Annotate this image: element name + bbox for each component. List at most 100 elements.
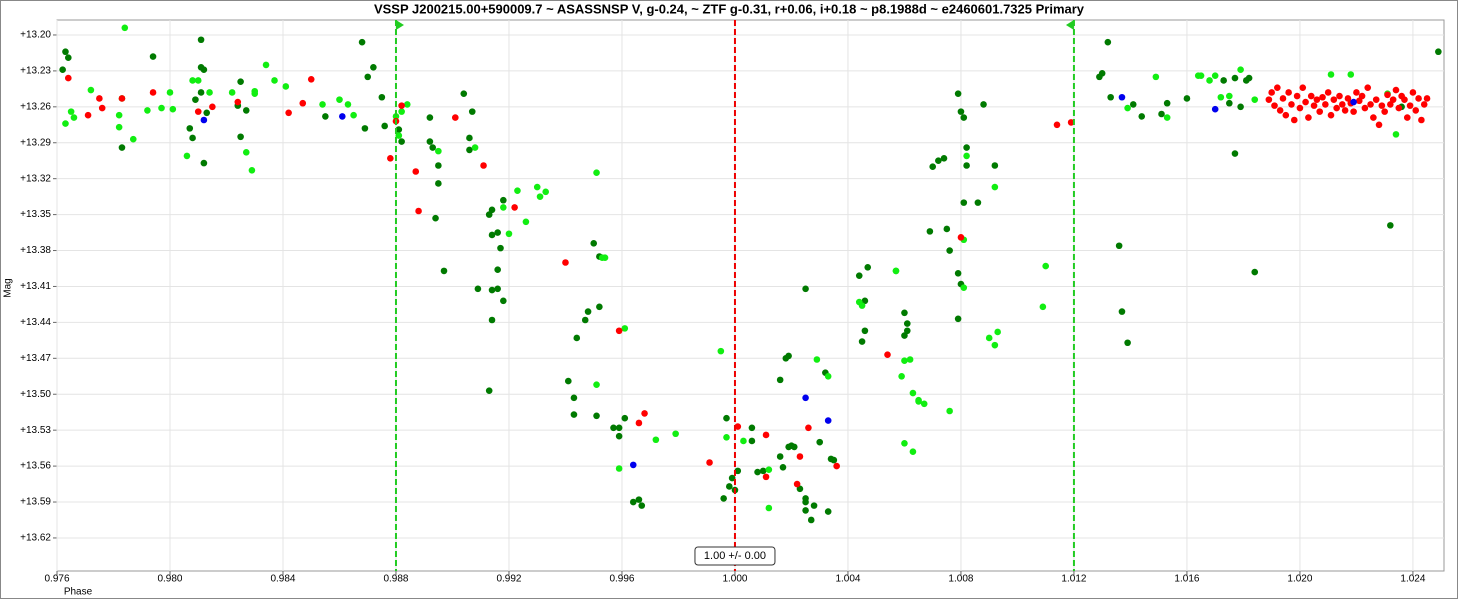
data-point bbox=[748, 437, 756, 445]
data-point bbox=[940, 155, 948, 162]
data-point bbox=[203, 109, 211, 117]
data-point bbox=[920, 400, 928, 408]
data-point bbox=[1124, 104, 1131, 112]
data-point bbox=[1406, 102, 1414, 109]
data-point bbox=[248, 166, 256, 174]
data-point bbox=[1302, 98, 1309, 106]
x-tick-label: 0.976 bbox=[44, 574, 69, 585]
data-point bbox=[339, 113, 346, 120]
data-point bbox=[403, 101, 411, 108]
data-point bbox=[514, 187, 521, 194]
data-point bbox=[322, 113, 329, 120]
data-point bbox=[974, 199, 982, 206]
data-point bbox=[1392, 86, 1400, 94]
data-point bbox=[754, 468, 761, 476]
data-point bbox=[474, 285, 482, 293]
data-point bbox=[954, 315, 962, 323]
data-point bbox=[1336, 92, 1343, 100]
data-point bbox=[1341, 107, 1349, 114]
data-point bbox=[1361, 104, 1369, 112]
data-point bbox=[415, 207, 422, 215]
x-tick-label: 1.008 bbox=[948, 574, 973, 585]
data-point bbox=[194, 108, 202, 115]
data-point bbox=[734, 423, 742, 430]
data-point bbox=[776, 376, 784, 384]
data-point bbox=[1245, 74, 1253, 82]
data-point bbox=[963, 162, 970, 169]
data-point bbox=[954, 269, 962, 277]
data-point bbox=[1274, 84, 1281, 91]
data-point bbox=[118, 95, 126, 102]
data-point bbox=[1305, 114, 1312, 121]
data-point bbox=[723, 414, 730, 422]
data-point bbox=[1392, 131, 1400, 138]
data-point bbox=[954, 90, 962, 97]
data-point bbox=[1115, 242, 1123, 250]
data-point bbox=[748, 424, 756, 432]
data-point bbox=[906, 356, 914, 363]
data-point bbox=[785, 352, 792, 360]
data-point bbox=[426, 138, 434, 145]
data-point bbox=[1330, 96, 1338, 103]
data-point bbox=[62, 120, 69, 127]
data-point bbox=[1098, 69, 1106, 77]
data-point bbox=[183, 152, 191, 160]
data-point bbox=[957, 108, 965, 115]
y-tick-label: +13.53 bbox=[20, 425, 51, 436]
y-tick-label: +13.20 bbox=[20, 30, 51, 41]
data-point bbox=[864, 263, 872, 271]
data-point bbox=[858, 302, 866, 309]
data-point bbox=[813, 356, 821, 363]
data-point bbox=[596, 303, 603, 311]
x-tick-label: 1.012 bbox=[1061, 574, 1086, 585]
data-point bbox=[144, 107, 151, 114]
chart-title: VSSP J200215.00+590009.7 ~ ASASSNSP V, g… bbox=[374, 1, 1085, 16]
data-point bbox=[830, 456, 838, 464]
data-point bbox=[500, 204, 507, 211]
y-tick-label: +13.47 bbox=[20, 353, 51, 364]
data-point bbox=[960, 114, 968, 121]
y-tick-label: +13.41 bbox=[20, 281, 51, 292]
data-point bbox=[350, 111, 357, 119]
data-point bbox=[901, 332, 908, 339]
data-point bbox=[1372, 96, 1380, 103]
data-point bbox=[909, 389, 917, 397]
data-point bbox=[1231, 74, 1239, 82]
data-point bbox=[378, 93, 386, 101]
data-point bbox=[1358, 92, 1366, 100]
annotation: 1.00 +/- 0.00 bbox=[704, 550, 766, 562]
data-point bbox=[1288, 101, 1295, 108]
data-point bbox=[901, 440, 908, 447]
data-point bbox=[635, 419, 643, 427]
data-point bbox=[1313, 96, 1321, 103]
data-point bbox=[1420, 101, 1428, 108]
data-point bbox=[926, 228, 934, 235]
data-point bbox=[726, 483, 733, 490]
data-point bbox=[1387, 222, 1394, 229]
data-point bbox=[1381, 108, 1388, 115]
data-point bbox=[242, 107, 250, 114]
data-point bbox=[1293, 92, 1301, 100]
data-point bbox=[1333, 104, 1340, 112]
data-point bbox=[629, 461, 637, 469]
data-point bbox=[194, 77, 202, 84]
data-point bbox=[285, 109, 292, 117]
data-point bbox=[796, 485, 804, 493]
data-point bbox=[197, 89, 205, 96]
data-point bbox=[593, 412, 600, 420]
data-point bbox=[1124, 339, 1131, 347]
data-point bbox=[234, 98, 242, 106]
data-point bbox=[1265, 96, 1273, 103]
data-point bbox=[793, 480, 801, 488]
data-point bbox=[64, 54, 72, 62]
data-point bbox=[903, 320, 911, 327]
data-point bbox=[505, 230, 513, 238]
data-point bbox=[1389, 96, 1397, 103]
data-point bbox=[485, 211, 493, 218]
data-point bbox=[282, 83, 290, 90]
data-point bbox=[485, 387, 493, 394]
data-point bbox=[1415, 95, 1422, 102]
data-point bbox=[802, 394, 809, 402]
data-point bbox=[915, 396, 922, 404]
data-point bbox=[593, 169, 600, 176]
